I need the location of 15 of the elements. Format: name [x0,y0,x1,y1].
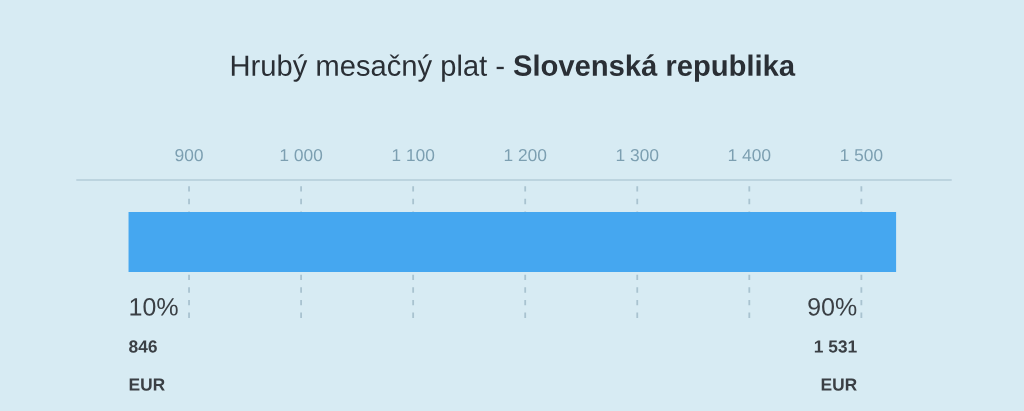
x-tick-label: 1 500 [840,149,883,162]
annotation: 90% [808,298,857,316]
chart-title: Hrubý mesačný plat - [231,54,504,82]
x-tick-label: 900 [175,149,203,162]
chart-subtitle: Slovenská republika [513,54,796,82]
x-tick-label: 1 000 [280,149,323,162]
x-tick-label: 1 100 [392,149,435,162]
x-tick-label: 1 400 [728,149,771,162]
annotation: 10% [130,298,178,316]
x-tick-label: 1 200 [504,149,547,162]
text: 846 [129,340,157,353]
text: EUR [821,378,857,391]
x-tick-label: 1 300 [616,149,659,162]
text: 1 531 [814,340,857,353]
text: EUR [129,378,165,391]
